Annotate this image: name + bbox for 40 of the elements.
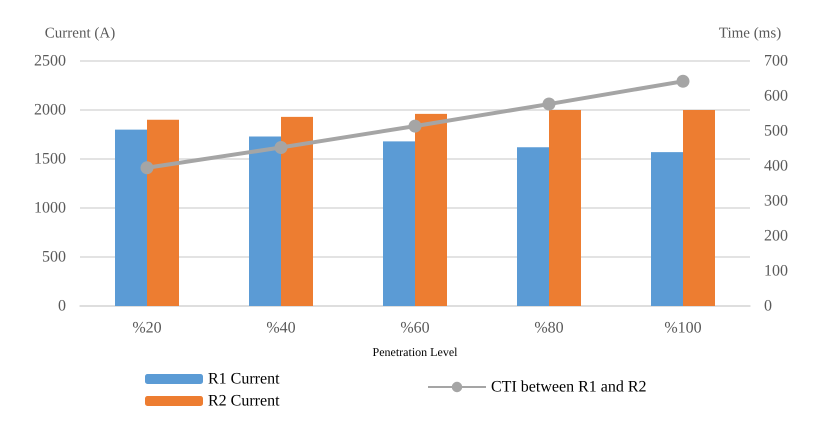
x-tick-label: %60 (400, 320, 430, 336)
y-axis-title: Current (A) (44, 26, 116, 42)
y-tick-label: 1000 (34, 200, 66, 216)
bar (415, 114, 447, 306)
point (140, 161, 154, 174)
y2-axis-title: Time (ms) (718, 26, 782, 42)
y2-tick-label: 0 (764, 298, 772, 314)
bar (147, 120, 179, 306)
point (676, 74, 690, 88)
x-tick-label: %80 (534, 320, 564, 336)
bar (683, 110, 715, 306)
y-tick-label: 2000 (34, 102, 66, 118)
y2-tick-label: 600 (764, 88, 788, 104)
y-tick-label: 0 (58, 298, 66, 314)
y-tick-label: 2500 (34, 52, 66, 70)
y2-tick-label: 100 (764, 262, 788, 280)
bar (549, 110, 581, 306)
x-tick-label: %40 (266, 320, 296, 336)
point (274, 140, 288, 154)
point (542, 98, 556, 111)
legend-label: R2 Current (208, 392, 280, 410)
bar (383, 141, 415, 306)
x-tick-label: %100 (664, 320, 702, 336)
bar (281, 116, 313, 306)
y2-tick-label: 200 (764, 228, 788, 244)
legend-label: R1 Current (208, 370, 280, 388)
y-tick-label: 1500 (34, 150, 66, 168)
point (408, 120, 422, 133)
y-tick-label: 500 (42, 248, 66, 266)
bar (651, 152, 683, 306)
x-axis-title: Penetration Level (372, 345, 458, 359)
y2-tick-label: 500 (764, 122, 788, 140)
bar (249, 136, 281, 306)
y2-tick-label: 300 (764, 192, 788, 210)
legend-label: CTI between R1 and R2 (491, 378, 647, 396)
y2-tick-label: 400 (764, 158, 788, 174)
bar (517, 147, 549, 306)
x-tick-label: %20 (132, 320, 162, 336)
y2-tick-label: 700 (764, 52, 788, 70)
bar (115, 130, 147, 306)
